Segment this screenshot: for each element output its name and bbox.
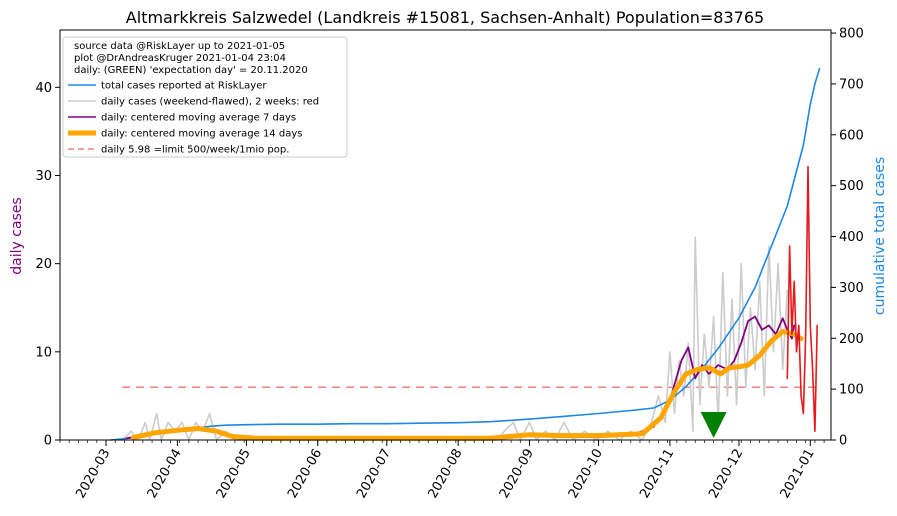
chart-title: Altmarkkreis Salzwedel (Landkreis #15081… bbox=[126, 8, 764, 27]
y-tick-label-left: 40 bbox=[35, 81, 52, 96]
y-axis-label-right: cumulative total cases bbox=[872, 157, 888, 315]
y-tick-label-left: 10 bbox=[35, 345, 52, 360]
y-tick-label-left: 20 bbox=[35, 257, 52, 272]
series-line-1 bbox=[121, 236, 789, 441]
x-tick-label: 2020-10 bbox=[566, 447, 606, 502]
y-tick-label-right: 300 bbox=[839, 281, 864, 296]
y-tick-label-right: 600 bbox=[839, 128, 864, 143]
y-tick-label-right: 400 bbox=[839, 230, 864, 245]
y-tick-label-right: 500 bbox=[839, 179, 864, 194]
x-tick-label: 2020-11 bbox=[637, 447, 677, 502]
y-tick-label-right: 800 bbox=[839, 27, 864, 42]
x-tick-label: 2020-03 bbox=[73, 447, 113, 502]
y-tick-label-right: 200 bbox=[839, 332, 864, 347]
x-tick-label: 2020-07 bbox=[354, 447, 394, 502]
series-line-4 bbox=[131, 329, 804, 441]
legend-entry-label: daily: centered moving average 14 days bbox=[101, 129, 302, 140]
legend-entry-label: daily 5.98 =limit 500/week/1mio pop. bbox=[101, 145, 289, 156]
x-tick-label: 2020-06 bbox=[285, 447, 325, 502]
plot-frame bbox=[59, 29, 832, 441]
legend-info-line: daily: (GREEN) 'expectation day' = 20.11… bbox=[74, 65, 308, 76]
series-line-2 bbox=[786, 165, 819, 433]
y-tick-label-left: 0 bbox=[44, 434, 52, 449]
plot-area bbox=[109, 67, 821, 441]
x-tick-label: 2020-05 bbox=[214, 447, 254, 502]
legend-info-line: plot @DrAndreasKruger 2021-01-04 23:04 bbox=[74, 53, 286, 64]
legend-entry-label: daily cases (weekend-flawed), 2 weeks: r… bbox=[101, 97, 319, 108]
y-tick-label-right: 0 bbox=[839, 434, 847, 449]
legend-entry-label: daily: centered moving average 7 days bbox=[101, 113, 296, 124]
legend: source data @RiskLayer up to 2021-01-05p… bbox=[62, 36, 348, 158]
x-tick-label: 2020-04 bbox=[145, 447, 185, 502]
x-tick-label: 2021-01 bbox=[778, 447, 818, 502]
legend-frame bbox=[62, 36, 348, 158]
expectation-day-marker bbox=[700, 412, 727, 438]
y-tick-label-right: 100 bbox=[839, 383, 864, 398]
x-tick-label: 2020-12 bbox=[706, 447, 746, 502]
y-axis-label-left: daily cases bbox=[9, 197, 25, 274]
x-tick-label: 2020-09 bbox=[497, 447, 537, 502]
legend-entry-label: total cases reported at RiskLayer bbox=[101, 81, 267, 92]
x-tick-label: 2020-08 bbox=[425, 447, 465, 502]
y-tick-label-left: 30 bbox=[35, 169, 52, 184]
legend-info-line: source data @RiskLayer up to 2021-01-05 bbox=[74, 41, 285, 52]
y-tick-label-right: 700 bbox=[839, 77, 864, 92]
